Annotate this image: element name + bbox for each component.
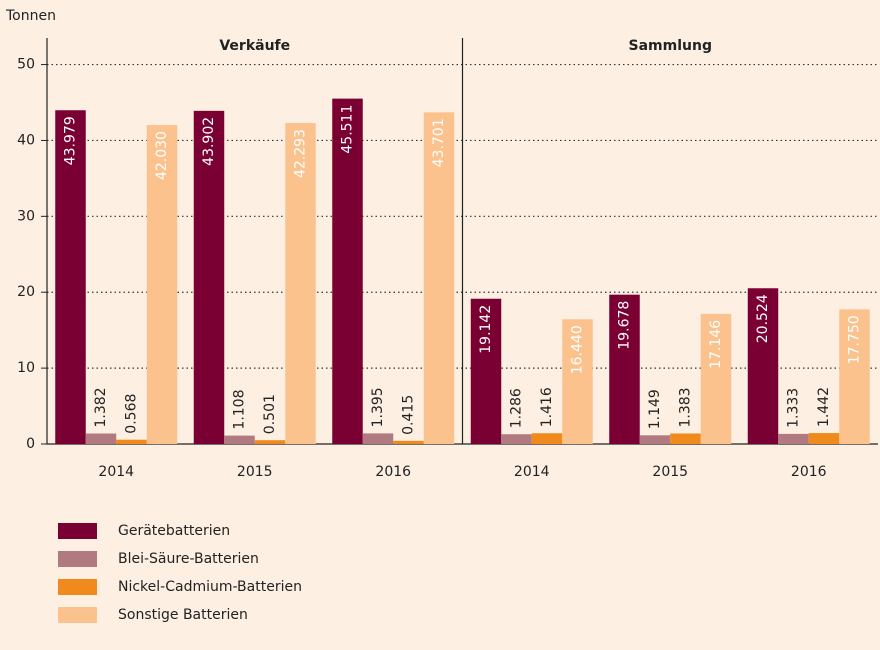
x-tick-label: 2014 [98,464,134,480]
x-tick-label: 2015 [237,464,273,480]
bar [609,294,640,444]
x-tick-label: 2014 [514,464,550,480]
data-label: 1.383 [678,387,694,427]
bar [423,112,455,445]
data-label: 19.678 [617,301,633,350]
bar [700,313,732,444]
bar [670,433,701,444]
data-label: 0.415 [401,395,417,435]
bar [332,98,363,444]
y-tick-label: 20 [17,284,35,300]
bar [85,433,117,444]
legend-swatch [58,579,97,595]
data-label: 43.902 [201,117,217,166]
bar [562,319,593,444]
data-label: 19.142 [478,305,494,354]
x-tick-label: 2016 [791,464,827,480]
bar [778,433,809,444]
legend-swatch [58,551,97,567]
data-label: 1.382 [93,387,109,427]
data-label: 1.333 [786,388,802,428]
bar [254,440,286,444]
data-label: 1.395 [370,387,386,427]
bar [639,435,671,444]
x-tick-label: 2015 [652,464,688,480]
data-label: 1.108 [232,389,248,429]
y-tick-label: 10 [17,360,35,376]
data-label: 45.511 [340,105,356,154]
data-label: 43.701 [431,118,447,167]
bar [839,309,870,444]
bar [146,125,178,444]
bar [501,434,532,444]
data-label: 1.442 [816,387,832,427]
bar [393,440,424,444]
data-label: 42.293 [293,129,309,178]
panel-title: Sammlung [629,38,712,54]
data-label: 0.568 [124,394,140,434]
data-label: 42.030 [154,131,170,180]
data-label: 1.286 [509,388,525,428]
data-label: 1.149 [647,389,663,429]
legend-label: Sonstige Batterien [118,607,248,623]
legend-label: Gerätebatterien [118,523,230,539]
y-tick-label: 30 [17,208,35,224]
data-label: 0.501 [262,394,278,434]
x-tick-label: 2016 [375,464,411,480]
y-tick-label: 50 [17,57,35,73]
bar [116,439,147,444]
bar [224,435,255,444]
bar [362,433,394,444]
data-label: 16.440 [570,325,586,374]
data-label: 20.524 [755,294,771,343]
y-axis-label: Tonnen [5,8,56,24]
data-label: 1.416 [539,387,555,427]
data-label: 43.979 [63,116,79,165]
legend-swatch [58,523,97,539]
panel-title: Verkäufe [219,38,290,54]
bar [808,433,840,444]
bar [531,433,563,444]
data-label: 17.146 [708,320,724,369]
bar [55,110,86,445]
y-tick-label: 0 [26,436,35,452]
y-tick-label: 40 [17,132,35,148]
bar [470,298,502,444]
legend-label: Nickel-Cadmium-Batterien [118,579,302,595]
data-label: 17.750 [847,315,863,364]
bar [285,123,316,444]
legend-label: Blei-Säure-Batterien [118,551,259,567]
bar [747,288,779,444]
bar [193,110,225,444]
legend-swatch [58,607,97,623]
